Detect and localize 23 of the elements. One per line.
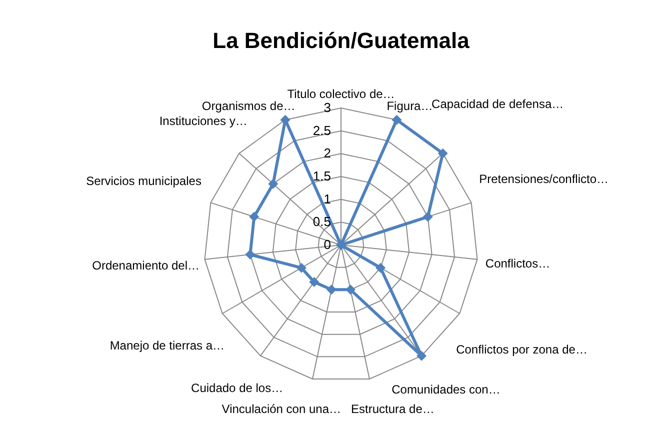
spoke-label: Capacidad de defensa… <box>432 96 564 111</box>
spoke-label: Cuidado de los… <box>191 381 284 396</box>
y-tick-label: 1.5 <box>312 168 331 184</box>
spoke-label: Comunidades con… <box>392 382 500 397</box>
y-tick-label: 0.5 <box>312 214 331 230</box>
spoke-label: Conflictos… <box>485 256 550 271</box>
spoke-label: Manejo de tierras a… <box>110 338 225 352</box>
y-tick-label: 0 <box>324 237 331 252</box>
spoke-label: Ordenamiento del… <box>92 258 200 273</box>
spoke-label: Estructura de… <box>351 402 434 416</box>
spoke-label: Conflictos por zona de… <box>456 342 588 356</box>
spoke-label: Titulo colectivo de… <box>287 87 395 101</box>
spoke-label: Instituciones y… <box>159 114 248 128</box>
spoke-label: Servicios municipales <box>86 174 202 188</box>
chart-title: La Bendición/Guatemala <box>212 28 470 53</box>
spoke-label: Vinculación con una… <box>222 402 341 416</box>
spoke-label: Organismos de… <box>202 98 296 113</box>
spoke-label: Figura… <box>386 98 433 113</box>
y-tick-label: 3 <box>324 100 331 115</box>
y-tick-label: 2 <box>324 146 331 161</box>
y-tick-label: 1 <box>324 191 331 206</box>
spoke-label: Pretensiones/conflicto… <box>479 172 609 186</box>
y-tick-label: 2.5 <box>312 122 331 138</box>
